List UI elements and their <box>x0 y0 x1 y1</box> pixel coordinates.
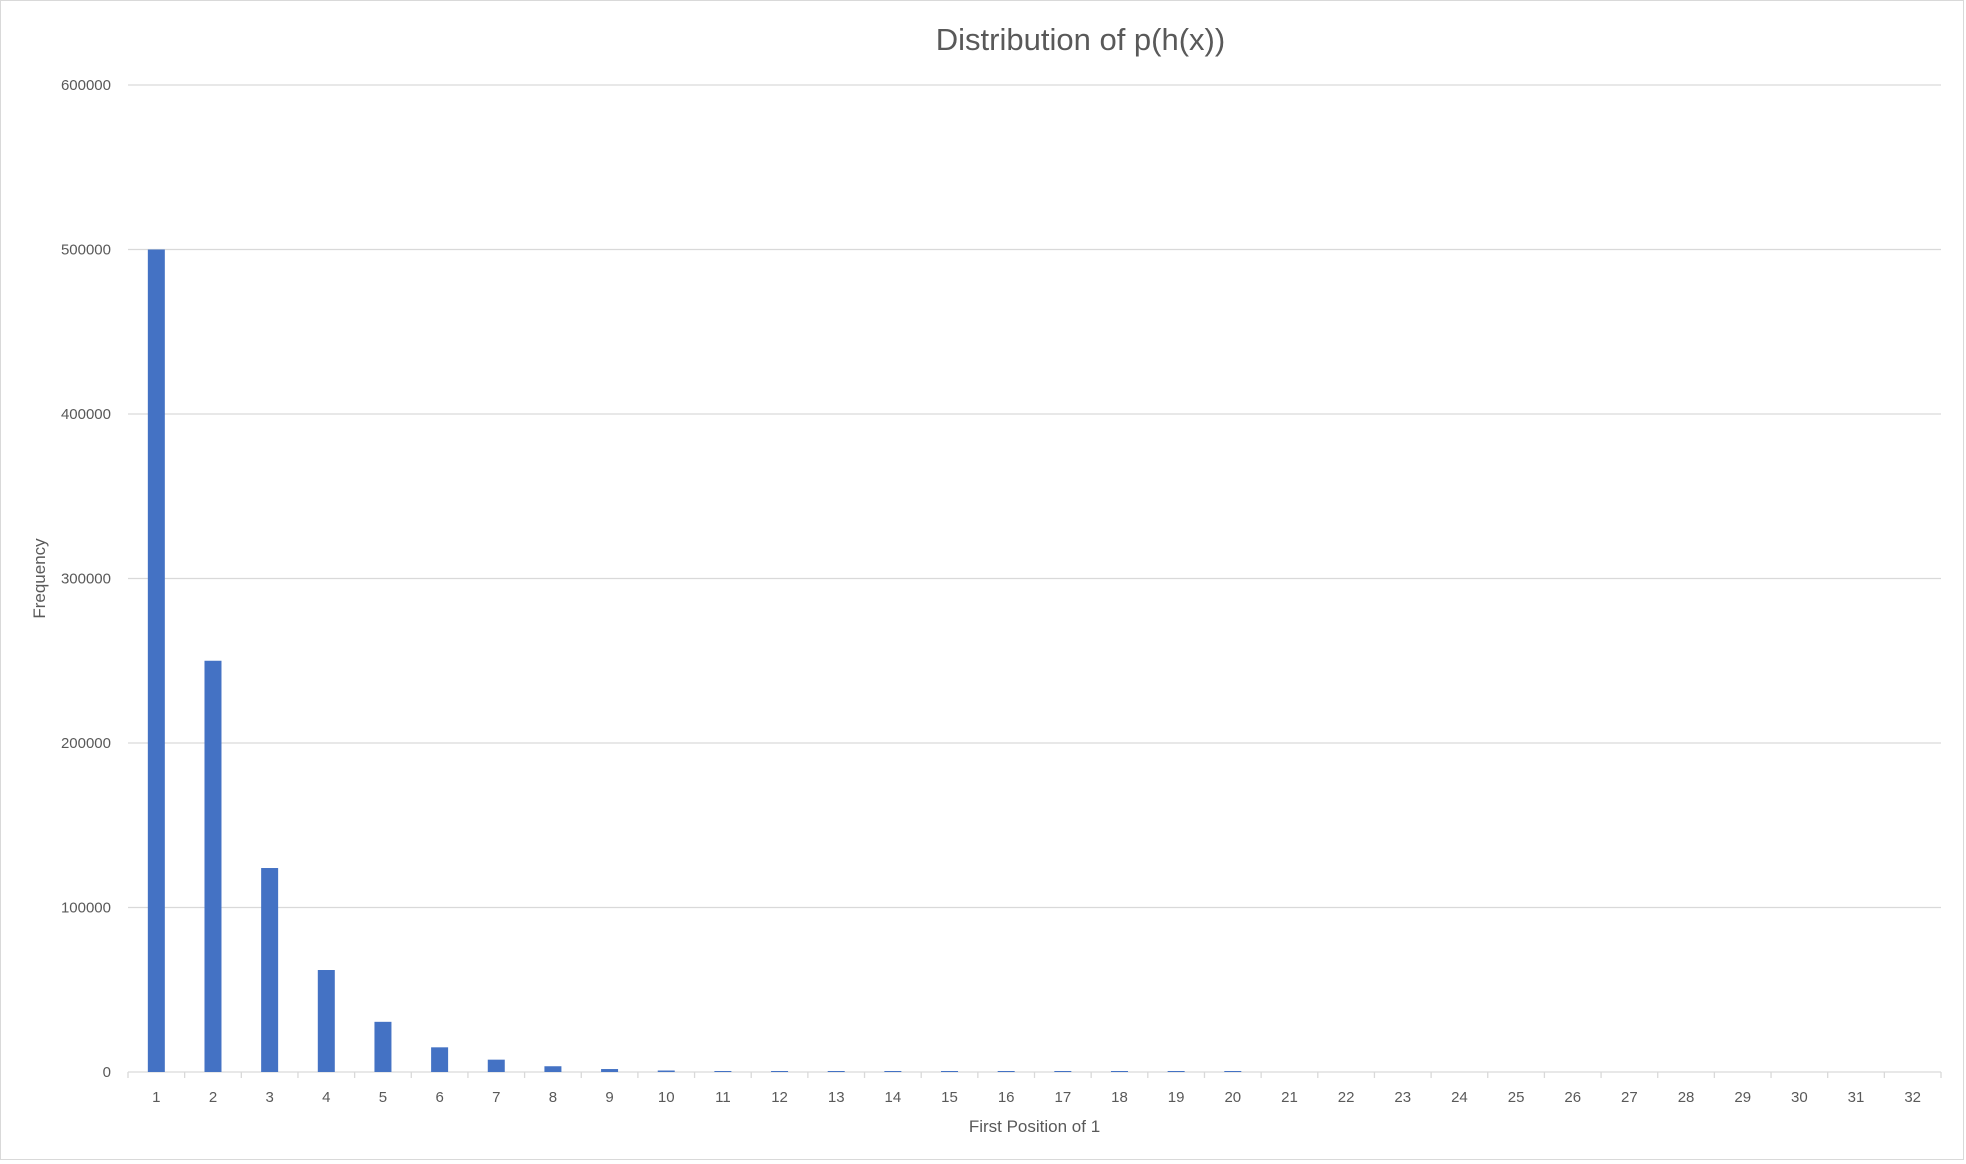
gridlines <box>127 84 1942 1078</box>
bar-8 <box>544 1066 562 1072</box>
x-tick-label: 9 <box>605 1089 613 1106</box>
bar-16 <box>997 1071 1015 1072</box>
y-tick-label: 100000 <box>61 900 111 917</box>
bar-20 <box>1224 1071 1242 1072</box>
x-tick-label: 8 <box>549 1089 557 1106</box>
x-tick-label: 4 <box>322 1089 330 1106</box>
y-tick-label: 300000 <box>61 571 111 588</box>
x-tick-label: 14 <box>885 1089 902 1106</box>
bar-5 <box>374 1021 392 1072</box>
x-tick-label: 13 <box>828 1089 845 1106</box>
bar-9 <box>601 1069 619 1072</box>
y-axis-title: Frequency <box>30 538 49 619</box>
x-tick-label: 21 <box>1281 1089 1298 1106</box>
x-tick-label: 2 <box>209 1089 217 1106</box>
bar-15 <box>941 1071 959 1072</box>
y-tick-label: 400000 <box>61 406 111 423</box>
x-tick-label: 26 <box>1564 1089 1581 1106</box>
bar-2 <box>204 660 222 1072</box>
y-tick-label: 500000 <box>61 242 111 259</box>
bar-19 <box>1167 1071 1185 1072</box>
x-tick-label: 7 <box>492 1089 500 1106</box>
bar-4 <box>317 970 335 1072</box>
x-tick-label: 28 <box>1678 1089 1695 1106</box>
x-tick-label: 27 <box>1621 1089 1638 1106</box>
bar-11 <box>714 1071 732 1072</box>
x-tick-label: 17 <box>1054 1089 1071 1106</box>
bar-12 <box>771 1071 789 1072</box>
y-tick-label: 200000 <box>61 735 111 752</box>
x-tick-label: 5 <box>379 1089 387 1106</box>
bar-7 <box>487 1059 505 1072</box>
bar-3 <box>261 868 279 1072</box>
x-tick-label: 10 <box>658 1089 675 1106</box>
x-tick-label: 22 <box>1338 1089 1355 1106</box>
bar-17 <box>1054 1071 1072 1072</box>
x-tick-label: 24 <box>1451 1089 1468 1106</box>
bar-1 <box>147 249 165 1072</box>
bar-10 <box>657 1070 675 1072</box>
bar-6 <box>431 1047 449 1072</box>
x-tick-label: 30 <box>1791 1089 1808 1106</box>
bar-18 <box>1110 1071 1128 1072</box>
x-tick-label: 6 <box>435 1089 443 1106</box>
x-tick-label: 32 <box>1904 1089 1921 1106</box>
bar-13 <box>827 1071 845 1072</box>
x-tick-label: 23 <box>1394 1089 1411 1106</box>
x-axis-tick-labels: 1 2 3 4 5 6 7 8 9 10 11 12 13 14 15 16 17 18 19 20 21 22 23 24 2… <box>152 1089 1921 1106</box>
x-tick-label: 19 <box>1168 1089 1185 1106</box>
y-tick-label: 600000 <box>61 77 111 94</box>
x-tick-label: 3 <box>265 1089 273 1106</box>
bars <box>147 249 1242 1072</box>
x-tick-label: 18 <box>1111 1089 1128 1106</box>
x-tick-label: 11 <box>715 1089 731 1106</box>
x-tick-label: 15 <box>941 1089 958 1106</box>
x-tick-label: 25 <box>1508 1089 1525 1106</box>
bar-14 <box>884 1071 902 1072</box>
x-tick-label: 29 <box>1734 1089 1751 1106</box>
x-tick-label: 1 <box>152 1089 160 1106</box>
x-tick-label: 20 <box>1224 1089 1241 1106</box>
chart-title: Distribution of p(h(x)) <box>936 22 1225 57</box>
x-tick-label: 31 <box>1848 1089 1865 1106</box>
x-tick-label: 16 <box>998 1089 1015 1106</box>
x-tick-label: 12 <box>771 1089 788 1106</box>
x-axis-title: First Position of 1 <box>969 1117 1100 1136</box>
y-axis-tick-labels: 0 100000 200000 300000 400000 500000 600000 <box>61 77 111 1081</box>
y-tick-label: 0 <box>103 1064 111 1081</box>
